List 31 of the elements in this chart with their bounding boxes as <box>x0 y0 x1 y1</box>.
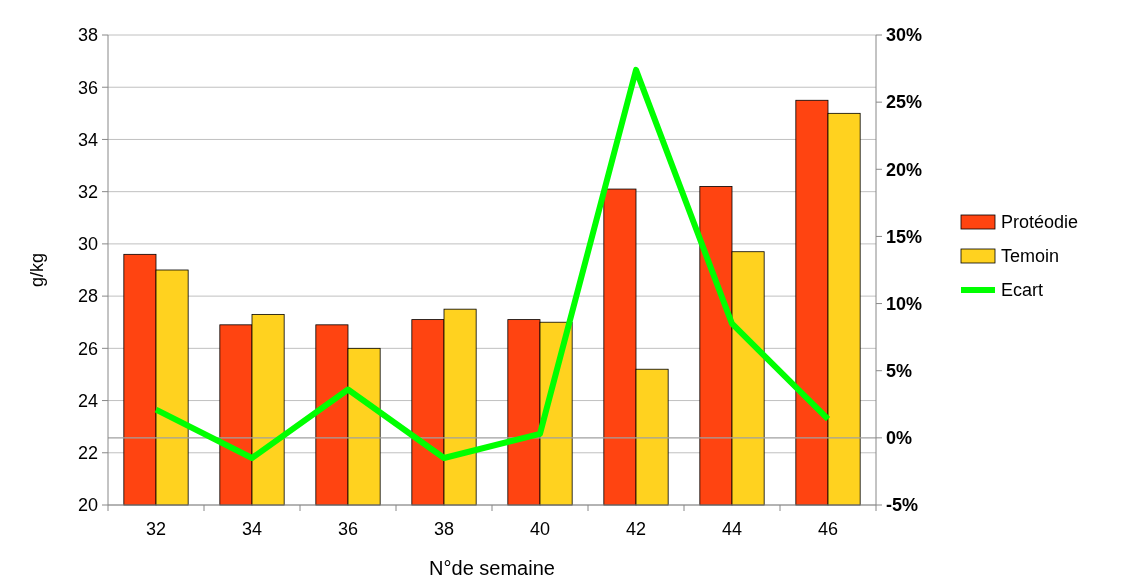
y2-tick-label: -5% <box>886 495 919 516</box>
y2-tick-label: 0% <box>886 428 913 449</box>
y2-tick-label: 10% <box>886 293 923 314</box>
x-tick-label: 44 <box>721 519 743 539</box>
x-tick-label: 38 <box>433 519 455 539</box>
y-tick-label: 26 <box>77 338 98 359</box>
x-tick-label: 46 <box>817 519 839 539</box>
y-tick-label: 30 <box>77 234 98 255</box>
y-axis-title: g/kg <box>27 252 47 288</box>
y-tick-label: 36 <box>77 77 98 98</box>
x-axis-title: N°de semaine <box>429 557 555 577</box>
x-tick-label: 42 <box>625 519 647 539</box>
y2-tick-label: 30% <box>886 25 923 46</box>
legend-label: Protéodie <box>1001 212 1079 233</box>
y-tick-label: 34 <box>77 129 98 150</box>
y2-tick-label: 25% <box>886 92 923 113</box>
y-tick-label: 22 <box>77 443 98 464</box>
y-tick-label: 24 <box>77 390 98 411</box>
y-tick-label: 20 <box>77 495 98 516</box>
y-tick-label: 28 <box>77 286 98 307</box>
x-tick-label: 34 <box>241 519 263 539</box>
y2-tick-label: 15% <box>886 226 923 247</box>
y2-tick-label: 5% <box>886 361 913 382</box>
y-tick-label: 38 <box>77 25 98 46</box>
x-tick-label: 32 <box>145 519 167 539</box>
legend-label: Ecart <box>1001 280 1044 301</box>
legend-label: Temoin <box>1001 246 1060 267</box>
y2-tick-label: 20% <box>886 159 923 180</box>
x-tick-label: 40 <box>529 519 551 539</box>
x-tick-label: 36 <box>337 519 359 539</box>
y-tick-label: 32 <box>77 181 98 202</box>
